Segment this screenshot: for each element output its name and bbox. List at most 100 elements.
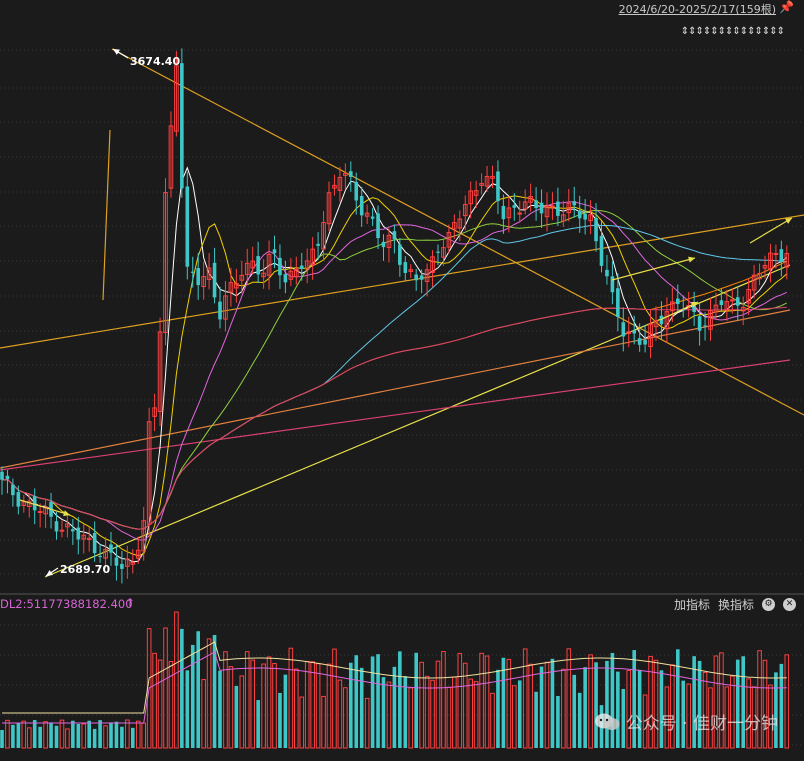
candle-body-up: [588, 214, 593, 222]
close-icon[interactable]: ✕: [783, 598, 796, 611]
candle-body-down: [637, 338, 642, 345]
switch-indicator-button[interactable]: 换指标: [717, 598, 754, 612]
candle-body-up: [730, 299, 735, 302]
candle-body-down: [316, 243, 320, 246]
volume-bar-up: [626, 670, 632, 749]
volume-bar-up: [713, 655, 719, 749]
candle-body-down: [120, 563, 124, 569]
candle-body-up: [239, 274, 245, 281]
candle-body-down: [196, 268, 200, 286]
volume-ma-line: [2, 651, 787, 724]
volume-bar-up: [343, 687, 348, 749]
candle-body-up: [103, 548, 108, 559]
volume-bar-down: [87, 720, 91, 748]
candle-body-up: [337, 176, 343, 191]
candle-body-up: [441, 247, 446, 258]
rally-leg-line: [102, 129, 111, 301]
volume-bar-up: [321, 695, 326, 749]
candle-body-down: [632, 330, 636, 334]
candle-body-up: [228, 282, 234, 293]
candle-body-down: [692, 305, 696, 312]
cursor-arrows-icon: ⇕⇕⇕⇕⇕⇕⇕⇕⇕⇕⇕⇕⇕⇕: [680, 26, 785, 37]
candle-body-down: [577, 210, 582, 219]
volume-bar-up: [708, 687, 713, 749]
volume-bar-up: [228, 666, 234, 749]
date-range-label[interactable]: 2024/6/20-2025/2/17(159根): [618, 3, 776, 16]
volume-bar-up: [441, 651, 446, 749]
candle-body-up: [135, 549, 141, 559]
volume-bar-up: [512, 685, 517, 749]
volume-bar-up: [59, 719, 65, 749]
candle-body-up: [234, 283, 239, 289]
volume-indicator-title: DL2:51177388182.400: [0, 597, 133, 611]
add-indicator-button[interactable]: 加指标: [673, 598, 710, 612]
gear-icon[interactable]: ⚙: [762, 598, 775, 611]
candle-body-up: [653, 320, 659, 328]
volume-bar-up: [65, 728, 70, 749]
volume-bar-down: [610, 652, 615, 748]
candle-body-up: [244, 262, 250, 275]
moving-average-line: [1, 260, 788, 530]
volume-bar-up: [566, 648, 572, 749]
candle-body-up: [125, 558, 130, 567]
arrow-head: [691, 301, 698, 308]
volume-bar-down: [376, 654, 380, 748]
volume-bar-up: [528, 663, 533, 749]
volume-bar-down: [403, 676, 408, 748]
candle-body-up: [174, 65, 179, 132]
volume-bar-up: [26, 727, 32, 749]
volume-bar-down: [621, 689, 626, 748]
volume-bar-up: [21, 720, 27, 749]
volume-bar-up: [5, 719, 10, 749]
volume-bar-up: [757, 650, 762, 749]
pin-icon[interactable]: 📌: [779, 0, 794, 14]
candle-body-up: [343, 173, 348, 176]
volume-bar-up: [125, 719, 130, 749]
watermark-text: 公众号 · 佳财一分钟: [625, 714, 778, 734]
volume-bar-down: [109, 722, 113, 748]
volume-bar-up: [648, 655, 653, 749]
volume-bar-up: [762, 659, 768, 749]
candle-body-up: [288, 270, 294, 280]
candle-body-down: [719, 300, 724, 306]
volume-bar-up: [784, 654, 790, 749]
candle-body-down: [594, 217, 598, 242]
volume-bar-up: [272, 663, 277, 749]
volume-bar-down: [572, 674, 577, 748]
volume-bar-up: [664, 686, 670, 749]
volume-bar-up: [337, 679, 343, 749]
candle-body-up: [141, 520, 146, 552]
candle-body-down: [76, 527, 81, 540]
candle-body-up: [408, 269, 414, 272]
candle-body-up: [310, 248, 315, 266]
volume-bar-down: [381, 677, 386, 748]
candle-body-down: [659, 315, 664, 325]
candle-body-up: [168, 125, 174, 189]
candle-body-down: [572, 201, 577, 206]
candle-body-down: [114, 557, 119, 566]
candle-body-up: [43, 506, 48, 515]
candle-body-up: [201, 276, 206, 288]
volume-up-arrow-icon: ↑: [125, 596, 136, 610]
candle-body-down: [381, 241, 386, 248]
volume-bar-up: [424, 675, 430, 749]
wechat-logo-icon: [594, 712, 620, 732]
arrow-head: [46, 569, 53, 576]
volume-bar-up: [462, 662, 468, 749]
candle-body-down: [272, 249, 277, 254]
volume-bar-down: [234, 685, 239, 748]
candle-body-up: [157, 331, 163, 412]
candle-body-up: [261, 272, 266, 278]
candle-body-down: [11, 484, 15, 496]
candle-body-down: [779, 249, 784, 262]
volume-bar-up: [408, 687, 414, 749]
candle-body-up: [386, 234, 392, 248]
candle-body-up: [757, 272, 762, 280]
candle-body-up: [664, 311, 670, 330]
candle-body-up: [457, 218, 463, 229]
volume-bar-up: [686, 683, 692, 749]
volume-bar-down: [605, 660, 609, 748]
candle-body-up: [484, 176, 490, 187]
candle-body-down: [5, 475, 10, 480]
